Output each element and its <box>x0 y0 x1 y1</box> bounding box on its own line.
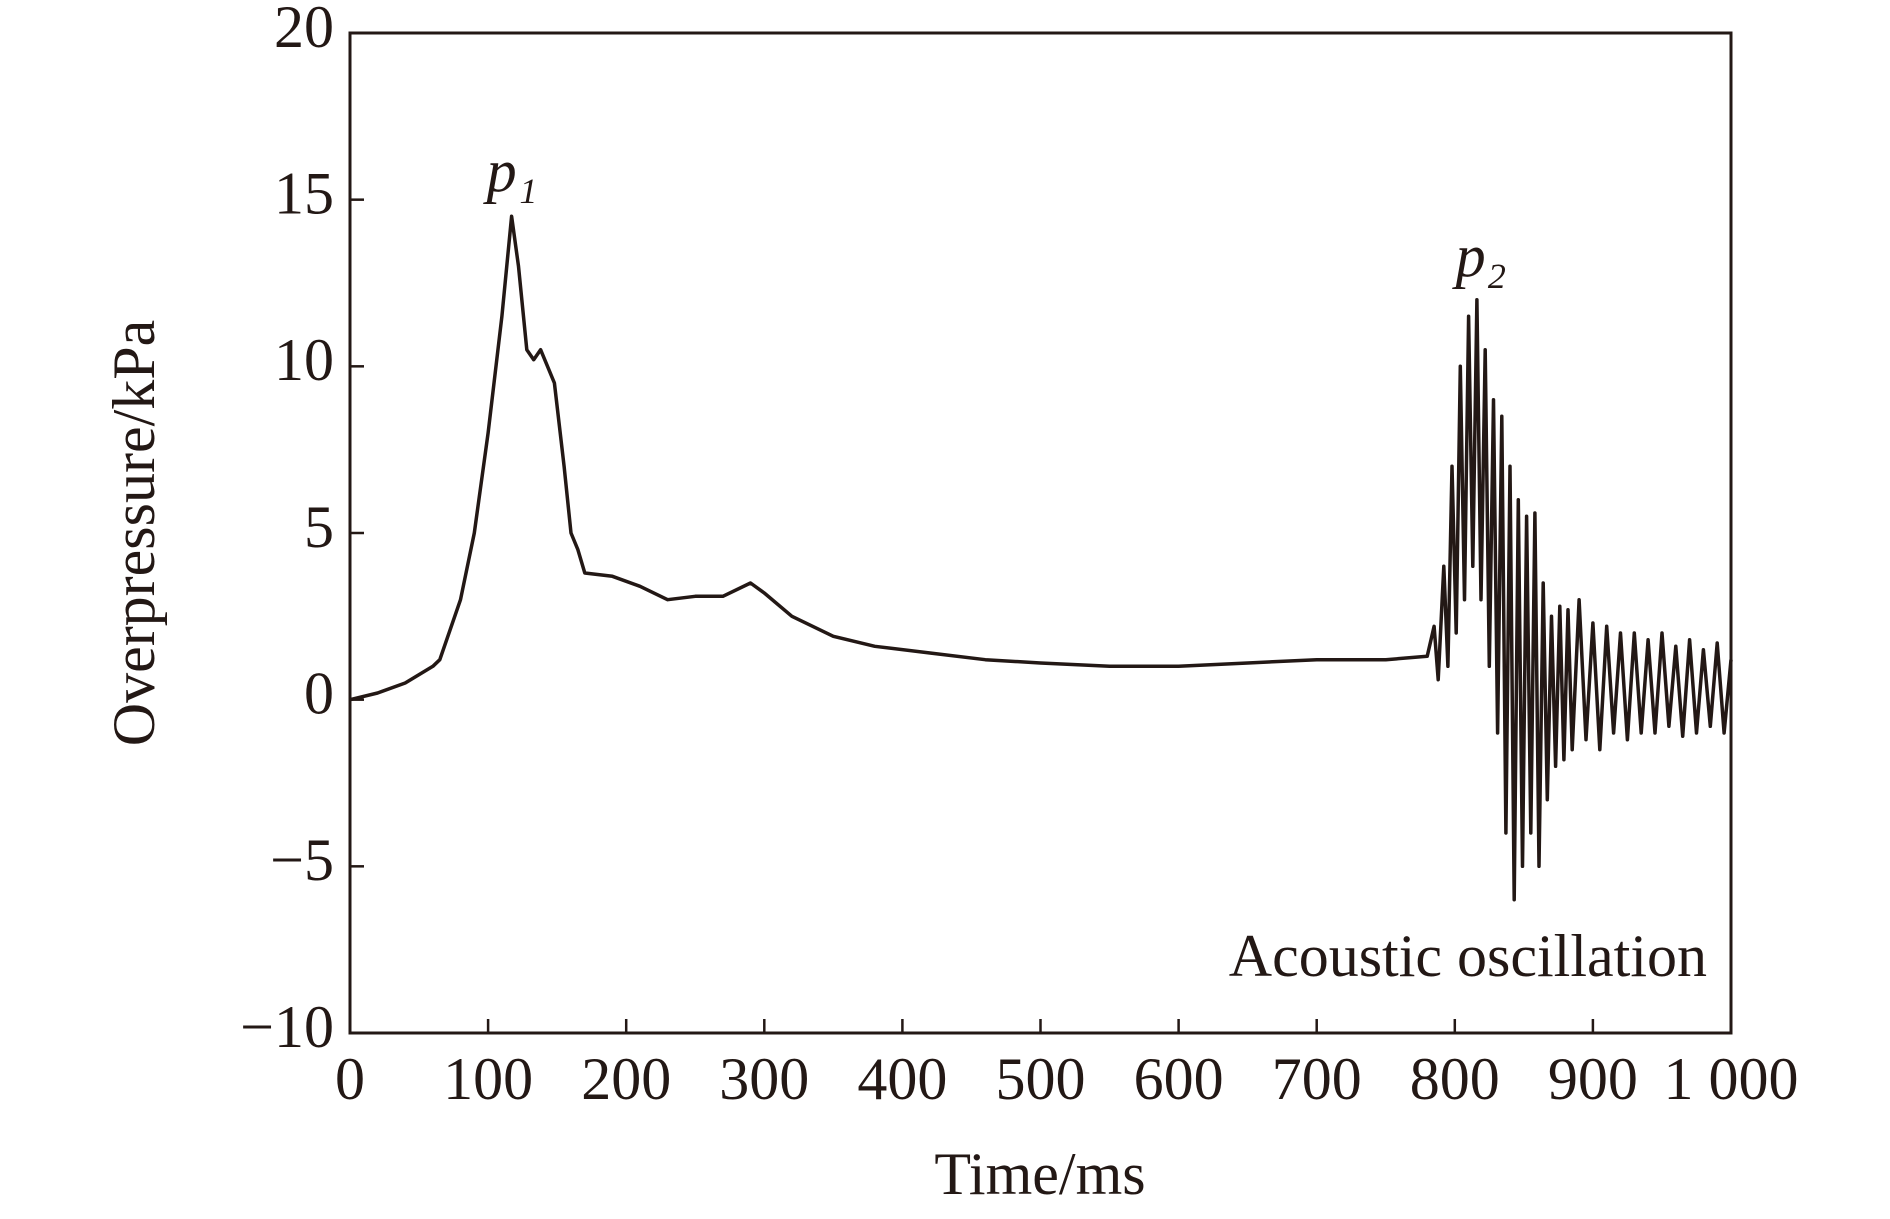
x-axis-label: Time/ms <box>934 1141 1145 1207</box>
y-tick-label: 0 <box>304 660 334 726</box>
y-tick-label: −10 <box>240 994 334 1060</box>
x-tick-label: 100 <box>443 1046 533 1112</box>
y-tick-label: 15 <box>274 160 334 226</box>
x-tick-label: 0 <box>335 1046 365 1112</box>
data-line <box>349 214 1733 902</box>
x-tick-label: 900 <box>1548 1046 1638 1112</box>
annotation: p₂ <box>1452 223 1507 289</box>
y-tick-label: −5 <box>270 827 334 893</box>
y-tick-label: 5 <box>304 494 334 560</box>
annotation: Acoustic oscillation <box>1229 923 1707 989</box>
x-tick-label: 1 000 <box>1664 1046 1799 1112</box>
y-axis-label: Overpressure/kPa <box>101 320 167 747</box>
x-tick-label: 700 <box>1272 1046 1362 1112</box>
plot-frame <box>348 31 1733 1035</box>
x-tick-label: 800 <box>1410 1046 1500 1112</box>
x-tick-label: 500 <box>996 1046 1086 1112</box>
x-tick-label: 600 <box>1134 1046 1224 1112</box>
x-tick-label: 200 <box>581 1046 671 1112</box>
y-tick-label: 20 <box>274 0 334 60</box>
y-tick-label: 10 <box>274 327 334 393</box>
annotation: p₁ <box>483 138 538 204</box>
x-tick-label: 400 <box>857 1046 947 1112</box>
x-tick-label: 300 <box>719 1046 809 1112</box>
